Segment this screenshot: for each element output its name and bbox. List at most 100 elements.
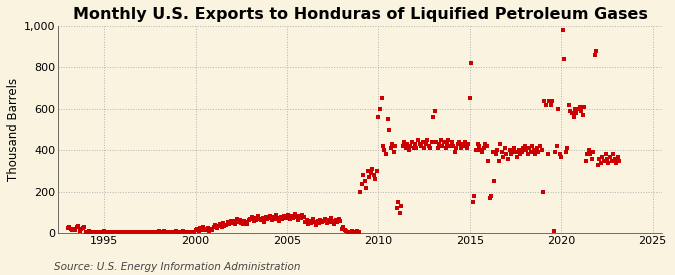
Point [286,213,297,218]
Point [277,216,288,221]
Point [211,226,222,230]
Point [417,140,428,144]
Point [402,142,412,146]
Point [120,230,131,235]
Point [254,216,265,221]
Point [129,230,140,234]
Point [216,225,227,229]
Point [72,225,82,230]
Point [390,144,401,148]
Point [367,167,378,171]
Point [441,142,452,146]
Point [301,218,312,222]
Point [589,53,600,57]
Point [70,227,80,232]
Point [435,138,446,142]
Point [410,142,421,146]
Point [369,173,379,177]
Point [248,219,259,223]
Point [502,156,513,161]
Point [477,150,487,155]
Point [393,200,404,204]
Title: Monthly U.S. Exports to Honduras of Liquified Petroleum Gases: Monthly U.S. Exports to Honduras of Liqu… [73,7,647,22]
Point [566,111,577,115]
Point [379,148,390,153]
Point [489,179,500,184]
Point [134,230,144,235]
Point [530,152,541,157]
Point [399,140,410,144]
Point [138,230,149,234]
Point [376,96,387,101]
Point [166,230,177,235]
Point [383,127,394,132]
Point [158,229,169,233]
Point [144,230,155,235]
Point [550,150,561,155]
Point [478,146,489,150]
Point [193,229,204,233]
Point [437,144,448,148]
Point [240,220,251,224]
Point [86,230,97,235]
Point [387,142,398,146]
Point [373,115,384,119]
Point [125,230,136,234]
Point [576,109,587,113]
Point [187,230,198,234]
Point [175,230,186,234]
Point [338,225,349,229]
Point [94,230,105,234]
Point [300,220,310,224]
Point [172,230,183,235]
Point [62,226,73,230]
Point [210,223,221,227]
Point [512,154,522,159]
Point [572,107,583,111]
Point [91,230,102,235]
Point [377,144,388,148]
Point [434,142,445,146]
Point [205,227,216,231]
Point [317,220,327,224]
Point [306,221,317,225]
Point [460,140,470,144]
Point [519,144,530,148]
Point [318,219,329,223]
Point [108,230,119,235]
Point [392,206,402,211]
Point [186,230,196,235]
Point [90,229,101,234]
Point [157,230,167,235]
Point [303,222,314,226]
Point [529,148,539,153]
Point [515,152,526,157]
Point [199,227,210,231]
Point [404,148,414,153]
Point [131,230,142,235]
Point [597,154,608,159]
Point [608,152,618,157]
Point [321,221,332,225]
Point [79,225,90,229]
Point [232,216,242,221]
Point [204,229,215,233]
Point [167,230,178,234]
Point [227,221,238,225]
Point [475,148,486,153]
Point [612,154,623,159]
Point [525,150,536,155]
Point [294,213,304,218]
Point [533,150,544,155]
Point [548,229,559,233]
Point [137,230,148,235]
Point [527,144,538,148]
Point [99,229,109,233]
Point [148,230,159,235]
Point [267,218,277,222]
Point [355,189,366,194]
Point [481,144,492,148]
Point [480,142,491,146]
Point [493,158,504,163]
Point [244,218,254,222]
